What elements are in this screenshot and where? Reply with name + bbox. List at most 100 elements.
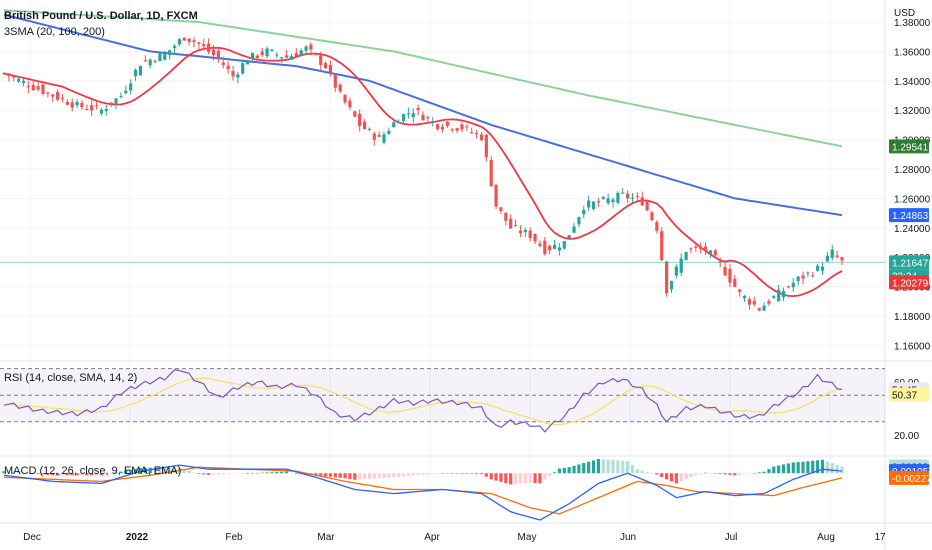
candle[interactable] — [811, 275, 815, 277]
candle[interactable] — [640, 197, 644, 206]
candle[interactable] — [221, 62, 225, 66]
candle[interactable] — [786, 286, 791, 288]
candle[interactable] — [338, 84, 342, 92]
candle[interactable] — [163, 53, 167, 60]
candle[interactable] — [46, 92, 50, 94]
candle[interactable] — [250, 52, 255, 59]
candle[interactable] — [314, 53, 318, 55]
candle[interactable] — [416, 107, 420, 111]
candle[interactable] — [606, 198, 610, 204]
candle[interactable] — [518, 230, 523, 234]
rsi-label[interactable]: RSI (14, close, SMA, 14, 2) — [4, 372, 138, 384]
candle[interactable] — [31, 84, 35, 91]
candle[interactable] — [236, 74, 240, 78]
candle[interactable] — [572, 226, 576, 233]
candle[interactable] — [548, 245, 552, 251]
candle[interactable] — [153, 60, 157, 62]
candle[interactable] — [55, 91, 60, 100]
candle[interactable] — [7, 73, 11, 77]
candle[interactable] — [742, 296, 747, 299]
candle[interactable] — [757, 308, 761, 311]
candle[interactable] — [90, 105, 94, 111]
candle[interactable] — [17, 78, 21, 82]
candle[interactable] — [158, 53, 162, 62]
candle[interactable] — [543, 240, 547, 255]
candle[interactable] — [611, 199, 615, 203]
candle[interactable] — [630, 197, 635, 199]
candle[interactable] — [484, 134, 488, 158]
candle[interactable] — [197, 42, 201, 44]
candle[interactable] — [479, 134, 484, 141]
candle[interactable] — [825, 255, 829, 262]
candle[interactable] — [806, 272, 810, 274]
candle[interactable] — [348, 100, 352, 108]
candle[interactable] — [94, 105, 99, 107]
candle[interactable] — [138, 66, 143, 76]
candle[interactable] — [358, 113, 362, 126]
candle[interactable] — [319, 55, 323, 65]
candle[interactable] — [2, 72, 6, 74]
candle[interactable] — [85, 108, 89, 110]
candle[interactable] — [182, 37, 186, 41]
candle[interactable] — [168, 50, 172, 56]
candle[interactable] — [596, 201, 600, 203]
candle[interactable] — [465, 126, 469, 128]
indicator-label-3sma[interactable]: 3SMA (20, 100, 200) — [4, 26, 105, 38]
candle[interactable] — [231, 71, 235, 77]
candle[interactable] — [674, 266, 678, 276]
candle[interactable] — [582, 209, 586, 215]
candle[interactable] — [733, 278, 737, 287]
candle[interactable] — [275, 54, 279, 56]
candle[interactable] — [51, 94, 55, 97]
candle[interactable] — [65, 101, 69, 105]
candle[interactable] — [202, 44, 206, 47]
candle[interactable] — [372, 133, 376, 140]
candle[interactable] — [665, 261, 669, 294]
candle[interactable] — [187, 38, 191, 42]
candle[interactable] — [265, 48, 269, 57]
candle[interactable] — [635, 196, 639, 198]
candle[interactable] — [567, 235, 571, 239]
candle[interactable] — [397, 121, 401, 124]
candle[interactable] — [752, 301, 756, 305]
candle[interactable] — [489, 160, 493, 187]
candle[interactable] — [801, 275, 805, 279]
candle[interactable] — [207, 43, 211, 52]
macd-label[interactable]: MACD (12, 26, close, 9, EMA, EMA) — [4, 465, 182, 477]
candle[interactable] — [367, 128, 372, 130]
candle[interactable] — [75, 101, 79, 106]
candle[interactable] — [246, 61, 250, 65]
candle[interactable] — [211, 49, 216, 56]
candle[interactable] — [436, 124, 440, 130]
candle[interactable] — [694, 246, 698, 248]
candle[interactable] — [669, 281, 674, 290]
candle[interactable] — [557, 247, 562, 251]
candle[interactable] — [781, 290, 786, 298]
candle[interactable] — [713, 250, 717, 256]
candle[interactable] — [99, 109, 104, 114]
candle[interactable] — [26, 86, 30, 88]
candle[interactable] — [703, 246, 708, 251]
candle[interactable] — [747, 299, 752, 305]
candle[interactable] — [104, 109, 108, 112]
candle[interactable] — [241, 63, 245, 74]
candle[interactable] — [562, 241, 566, 249]
candle[interactable] — [406, 113, 410, 115]
candle[interactable] — [689, 248, 693, 250]
candle[interactable] — [226, 65, 230, 70]
candle[interactable] — [392, 122, 396, 128]
candle[interactable] — [738, 289, 742, 292]
candle[interactable] — [21, 80, 26, 84]
candle[interactable] — [304, 46, 308, 51]
candle[interactable] — [323, 63, 328, 69]
candle[interactable] — [552, 244, 557, 249]
candle[interactable] — [504, 212, 508, 221]
candle[interactable] — [538, 243, 542, 246]
candle[interactable] — [119, 95, 123, 97]
candle[interactable] — [60, 98, 65, 100]
candle[interactable] — [114, 98, 118, 104]
candle[interactable] — [679, 258, 683, 273]
candle[interactable] — [591, 201, 596, 209]
candle[interactable] — [12, 76, 16, 78]
candle[interactable] — [328, 65, 333, 73]
